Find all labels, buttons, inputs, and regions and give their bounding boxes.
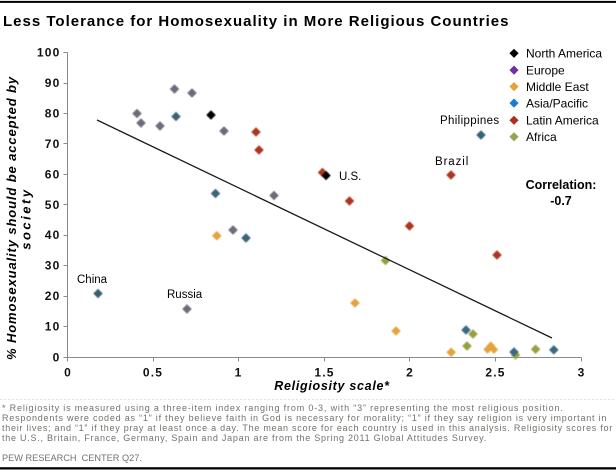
svg-text:80: 80 bbox=[45, 106, 61, 120]
svg-text:Respondents were coded as “1”: Respondents were coded as “1” if they be… bbox=[2, 413, 607, 423]
svg-text:20: 20 bbox=[45, 289, 61, 303]
svg-text:Religiosity scale*: Religiosity scale* bbox=[274, 379, 390, 393]
svg-text:-0.7: -0.7 bbox=[550, 194, 572, 208]
svg-text:the U.S., Britain, France, Ger: the U.S., Britain, France, Germany, Spai… bbox=[2, 433, 487, 443]
svg-text:70: 70 bbox=[45, 137, 61, 151]
svg-text:0: 0 bbox=[53, 351, 61, 365]
svg-text:3: 3 bbox=[578, 366, 586, 380]
svg-text:0.5: 0.5 bbox=[143, 366, 163, 380]
svg-text:Philippines: Philippines bbox=[440, 115, 499, 127]
svg-text:30: 30 bbox=[45, 259, 61, 273]
svg-text:1: 1 bbox=[235, 366, 243, 380]
svg-text:2: 2 bbox=[406, 366, 414, 380]
svg-text:Less Tolerance for Homosexuali: Less Tolerance for Homosexuality in More… bbox=[3, 13, 509, 30]
svg-text:* Religiosity is measured usin: * Religiosity is measured using a three-… bbox=[2, 403, 564, 413]
svg-text:0: 0 bbox=[64, 366, 72, 380]
svg-text:Correlation:: Correlation: bbox=[526, 178, 597, 192]
svg-text:Europe: Europe bbox=[526, 63, 565, 77]
svg-text:U.S.: U.S. bbox=[339, 171, 361, 183]
svg-text:40: 40 bbox=[45, 228, 61, 242]
svg-text:Africa: Africa bbox=[526, 130, 557, 144]
svg-text:60: 60 bbox=[45, 167, 61, 181]
svg-text:society: society bbox=[19, 187, 34, 249]
svg-text:North America: North America bbox=[526, 47, 602, 61]
svg-text:% Homosexuality should be acce: % Homosexuality should be accepted by bbox=[4, 76, 19, 360]
svg-text:90: 90 bbox=[45, 76, 61, 90]
svg-text:Latin America: Latin America bbox=[526, 114, 599, 128]
svg-text:10: 10 bbox=[45, 320, 61, 334]
svg-text:2.5: 2.5 bbox=[485, 366, 505, 380]
svg-text:50: 50 bbox=[45, 198, 61, 212]
svg-text:Middle East: Middle East bbox=[526, 80, 589, 94]
svg-text:Russia: Russia bbox=[167, 289, 203, 301]
svg-text:Brazil: Brazil bbox=[435, 156, 469, 168]
svg-text:China: China bbox=[77, 274, 108, 286]
svg-text:1.5: 1.5 bbox=[314, 366, 334, 380]
svg-text:their lives; and “1” if they p: their lives; and “1” if they pray at lea… bbox=[2, 423, 613, 433]
svg-text:100: 100 bbox=[37, 46, 61, 60]
svg-text:PEW RESEARCH CENTER Q27.: PEW RESEARCH CENTER Q27. bbox=[2, 453, 142, 463]
svg-text:Asia/Pacific: Asia/Pacific bbox=[526, 96, 588, 110]
